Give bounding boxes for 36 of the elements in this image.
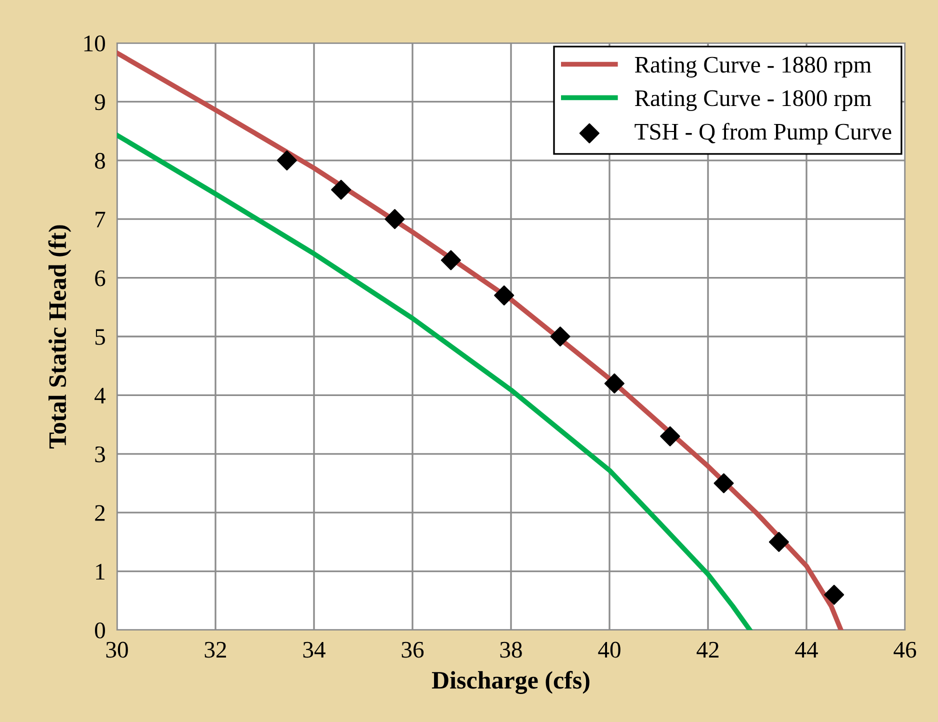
- y-tick-label: 3: [95, 446, 105, 462]
- y-tick-label: 4: [94, 388, 106, 404]
- point: [276, 150, 297, 170]
- y-tick-label: 9: [94, 94, 105, 110]
- point: [768, 532, 789, 552]
- x-tick-label: 34: [303, 642, 326, 658]
- point: [660, 426, 680, 446]
- point: [824, 584, 844, 605]
- x-tick-label: 30: [106, 642, 128, 658]
- x-tick-label: 46: [894, 642, 916, 658]
- y-tick-label: 8: [94, 152, 105, 169]
- x-tick-label: 36: [402, 642, 424, 658]
- y-tick-label: 1: [96, 564, 104, 580]
- y-tick-label: 5: [95, 329, 105, 345]
- y-axis-title: Total Static Head (ft): [48, 225, 72, 448]
- point: [714, 473, 734, 494]
- point: [550, 326, 570, 347]
- point: [604, 373, 624, 394]
- x-tick-label: 44: [795, 642, 818, 658]
- x-axis-title: Discharge (cfs): [432, 670, 590, 694]
- x-tick-label: 38: [500, 642, 522, 658]
- x-tick-label: 42: [696, 642, 719, 658]
- y-tick-label: 7: [96, 212, 106, 228]
- y-tick-label: 2: [95, 505, 105, 521]
- y-tick-label: 6: [95, 270, 106, 286]
- x-tick-label: 40: [598, 642, 620, 658]
- point: [331, 180, 352, 200]
- legend-label: Rating Curve - 1800 rpm: [634, 90, 872, 112]
- point: [440, 250, 461, 270]
- point: [384, 209, 405, 230]
- legend-label: Rating Curve - 1880 rpm: [634, 56, 872, 78]
- point: [494, 285, 514, 306]
- x-tick-label: 32: [204, 642, 226, 658]
- y-tick-label: 0: [94, 622, 105, 638]
- legend-label: TSH - Q from Pump Curve: [634, 122, 892, 144]
- y-tick-label: 10: [84, 35, 105, 52]
